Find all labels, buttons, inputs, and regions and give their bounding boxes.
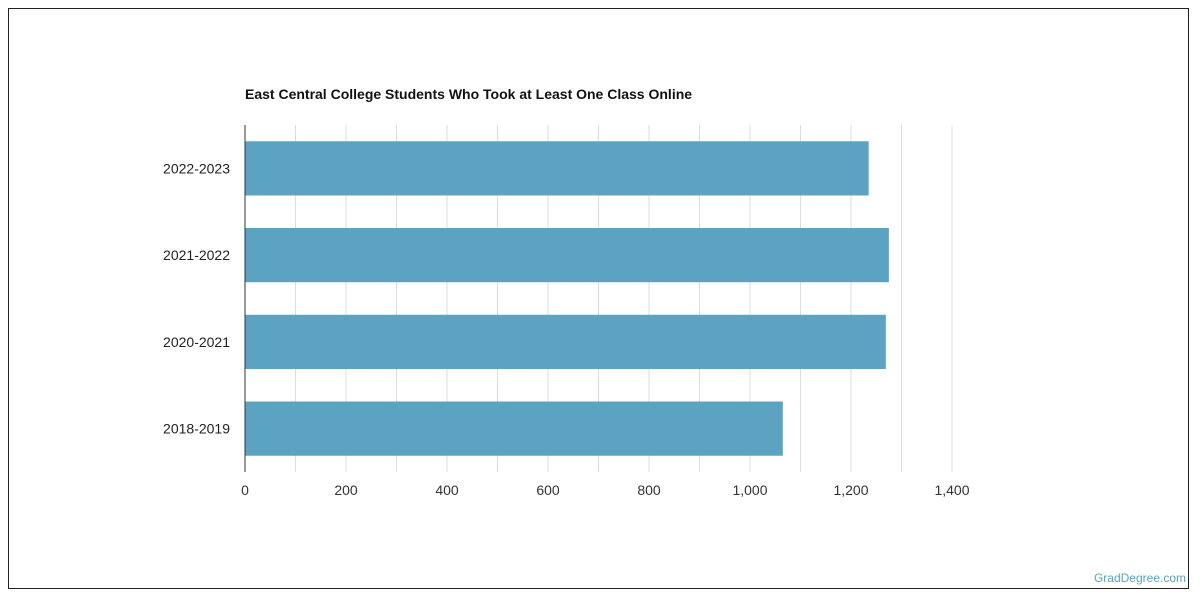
bar-2022-2023[interactable] bbox=[245, 141, 869, 196]
x-tick-label: 600 bbox=[536, 482, 560, 498]
x-tick-label: 1,000 bbox=[732, 482, 767, 498]
x-tick-label: 400 bbox=[435, 482, 459, 498]
bars bbox=[245, 141, 889, 456]
x-tick-label: 1,400 bbox=[934, 482, 969, 498]
x-tick-label: 800 bbox=[637, 482, 661, 498]
chart-title: East Central College Students Who Took a… bbox=[245, 86, 693, 102]
category-label: 2022-2023 bbox=[163, 160, 230, 176]
bar-2021-2022[interactable] bbox=[245, 228, 889, 283]
x-tick-labels: 0 200 400 600 800 1,000 1,200 1,400 bbox=[241, 482, 970, 498]
category-labels: 2022-2023 2021-2022 2020-2021 2018-2019 bbox=[163, 160, 230, 436]
x-tick-label: 1,200 bbox=[833, 482, 868, 498]
category-label: 2020-2021 bbox=[163, 334, 230, 350]
x-tick-label: 200 bbox=[334, 482, 358, 498]
bar-2018-2019[interactable] bbox=[245, 401, 783, 456]
category-label: 2021-2022 bbox=[163, 247, 230, 263]
watermark-link[interactable]: GradDegree.com bbox=[1093, 571, 1186, 585]
x-tick-label: 0 bbox=[241, 482, 249, 498]
bar-2020-2021[interactable] bbox=[245, 314, 886, 369]
category-label: 2018-2019 bbox=[163, 421, 230, 437]
